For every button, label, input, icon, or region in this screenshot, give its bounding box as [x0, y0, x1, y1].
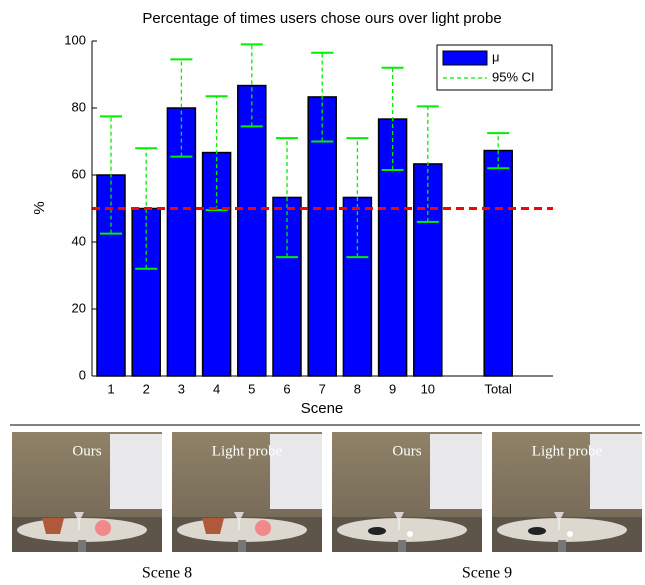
y-tick-label: 40 — [72, 233, 86, 248]
photo-whiteboard — [270, 434, 322, 509]
photo-table-leg — [238, 540, 246, 552]
bar — [342, 196, 373, 377]
photo-table — [17, 518, 147, 542]
x-tick-label: 10 — [421, 381, 435, 396]
bar — [272, 196, 302, 377]
bar — [483, 149, 513, 377]
legend-swatch — [442, 50, 488, 66]
photo-die — [407, 531, 413, 537]
legend-label: 95% CI — [492, 69, 535, 84]
legend-box — [436, 44, 553, 91]
bar — [377, 118, 408, 377]
bar — [201, 151, 232, 377]
photo-glass — [554, 512, 564, 530]
photo-table — [177, 518, 307, 542]
y-tick-label: 0 — [79, 367, 86, 382]
photo-pot — [202, 518, 224, 534]
x-tick-label: 7 — [319, 381, 326, 396]
x-tick-label: Total — [484, 381, 512, 396]
x-tick-label: 5 — [248, 381, 255, 396]
y-tick-label: 80 — [72, 99, 86, 114]
photo-caption: Scene 9 — [462, 565, 512, 582]
bar — [131, 207, 161, 377]
chart-title: Percentage of times users chose ours ove… — [142, 10, 501, 27]
photo-label: Ours — [392, 443, 421, 459]
photo-die — [567, 531, 573, 537]
x-tick-label: 3 — [178, 381, 185, 396]
x-tick-label: 4 — [213, 381, 220, 396]
photo-whiteboard — [590, 434, 642, 509]
x-tick-label: 1 — [107, 381, 114, 396]
photo-glass — [74, 512, 84, 530]
x-tick-label: 8 — [354, 381, 361, 396]
legend-label: μ — [492, 49, 500, 64]
bar — [413, 163, 443, 377]
photo-table-leg — [558, 540, 566, 552]
photo-ball — [255, 520, 271, 536]
bar — [237, 84, 267, 377]
photo-table-leg — [78, 540, 86, 552]
y-tick-label: 60 — [72, 166, 86, 181]
y-axis-label: % — [31, 201, 48, 214]
photo-label: Light probe — [212, 443, 283, 459]
photo-ball — [95, 520, 111, 536]
x-tick-label: 9 — [389, 381, 396, 396]
photo-glass — [234, 512, 244, 530]
photo-table — [497, 518, 627, 542]
photo-whiteboard — [110, 434, 162, 509]
photo-puck — [528, 527, 546, 535]
x-axis-label: Scene — [301, 400, 344, 417]
x-tick-label: 2 — [143, 381, 150, 396]
y-tick-label: 100 — [64, 32, 86, 47]
photo-label: Ours — [72, 443, 101, 459]
photo-table-leg — [398, 540, 406, 552]
photo-table — [337, 518, 467, 542]
photo-pot — [42, 518, 64, 534]
x-tick-label: 6 — [283, 381, 290, 396]
photo-glass — [394, 512, 404, 530]
photo-caption: Scene 8 — [142, 565, 192, 582]
photos: Ours Light probe Scene 8 Ours Light probe Sce… — [12, 432, 642, 582]
photo-label: Light probe — [532, 443, 603, 459]
photo-puck — [368, 527, 386, 535]
photo-whiteboard — [430, 434, 482, 509]
y-tick-label: 20 — [72, 300, 86, 315]
